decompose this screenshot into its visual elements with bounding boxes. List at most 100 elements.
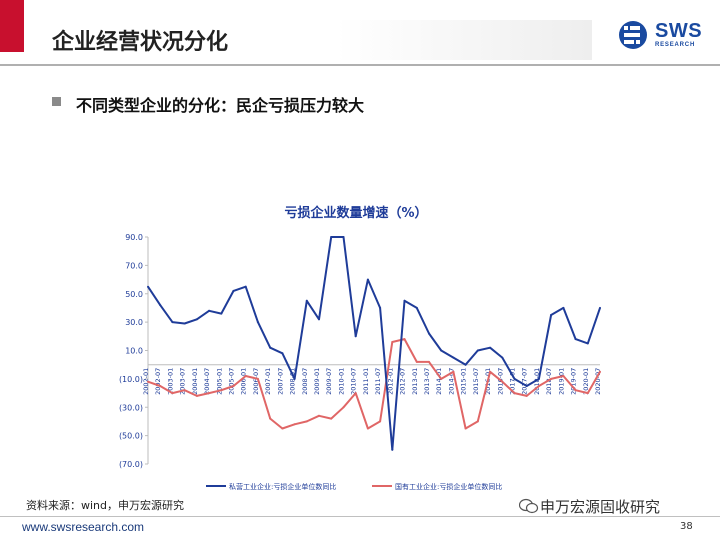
x-tick-label: 2020-01 <box>582 368 590 395</box>
y-axis: 90.0 70.0 50.0 30.0 10.0 (10.0) (30.0) (50.0) (7… <box>119 233 149 469</box>
data-point <box>232 289 235 292</box>
data-point <box>550 314 553 316</box>
data-point <box>452 356 455 359</box>
x-tick-label: 2004-07 <box>203 368 211 395</box>
data-point <box>147 380 149 383</box>
data-point <box>513 392 516 395</box>
data-point <box>562 375 565 377</box>
data-point <box>403 338 406 341</box>
x-tick-label: 2013-07 <box>423 368 431 395</box>
data-point <box>183 389 186 392</box>
data-point <box>391 341 394 343</box>
data-point <box>256 377 259 380</box>
data-point <box>269 417 272 420</box>
data-point <box>537 385 540 387</box>
x-tick-label: 2012-01 <box>386 368 394 395</box>
data-point <box>208 392 211 395</box>
data-point <box>379 306 382 309</box>
y-tick-label: 90.0 <box>125 233 143 242</box>
website-link[interactable]: www.swsresearch.com <box>22 520 145 534</box>
data-point <box>183 322 186 325</box>
data-point <box>574 338 577 341</box>
data-point <box>171 392 174 395</box>
x-tick-label: 2002-07 <box>154 368 162 395</box>
data-point <box>586 392 589 395</box>
data-point <box>415 360 418 363</box>
source-note: 资料来源：wind，申万宏源研究 <box>26 499 185 512</box>
x-tick-label: 2008-01 <box>289 368 297 395</box>
legend-label: 国有工业企业:亏损企业单位数同比 <box>395 482 502 491</box>
data-point <box>220 312 223 315</box>
data-point <box>501 356 504 359</box>
data-point <box>281 427 284 430</box>
data-point <box>464 363 467 366</box>
x-tick-label: 2019-01 <box>557 368 565 395</box>
data-point <box>244 285 247 288</box>
x-tick-label: 2004-01 <box>191 368 199 395</box>
data-point <box>354 335 357 338</box>
data-point <box>208 309 211 312</box>
data-point <box>147 285 149 288</box>
chart-title: 亏损企业数量增速（%） <box>284 205 427 221</box>
x-tick-label: 2010-07 <box>350 368 358 395</box>
data-point <box>537 377 540 380</box>
x-tick-label: 2017-01 <box>508 368 516 395</box>
y-tick-label: (70.0) <box>119 460 143 469</box>
page-number: 38 <box>680 521 693 532</box>
y-tick-label: (10.0) <box>119 375 143 384</box>
data-point <box>159 304 162 307</box>
data-point <box>305 420 308 423</box>
x-tick-label: 2013-01 <box>411 368 419 395</box>
series-layer <box>147 236 601 451</box>
x-axis: 2002-01 2002-07 2003-01 2003-07 2004-01 2004-… <box>142 364 602 395</box>
x-tick-label: 2018-01 <box>533 368 541 395</box>
data-point <box>318 414 320 417</box>
data-point <box>195 318 198 321</box>
x-tick-label: 2006-01 <box>240 368 248 395</box>
x-tick-label: 2012-07 <box>399 368 407 395</box>
data-point <box>403 299 406 302</box>
y-tick-label: 10.0 <box>125 347 143 356</box>
data-point <box>452 370 455 373</box>
y-tick-label: 50.0 <box>125 290 143 299</box>
footer-divider <box>0 516 720 517</box>
data-point <box>330 236 333 238</box>
x-tick-label: 2006-07 <box>252 368 260 395</box>
data-point <box>159 385 162 387</box>
x-tick-label: 2005-01 <box>215 368 223 395</box>
series-line <box>147 236 601 451</box>
data-point <box>415 306 418 309</box>
x-tick-label: 2003-01 <box>166 368 174 395</box>
x-tick-label: 2020-07 <box>594 368 602 395</box>
data-point <box>244 375 247 377</box>
legend: 私营工业企业:亏损企业单位数同比 国有工业企业:亏损企业单位数同比 <box>206 482 502 491</box>
series-line <box>147 338 601 430</box>
y-tick-label: 70.0 <box>125 261 143 270</box>
data-point <box>440 377 443 380</box>
header: 企业经营状况分化 SWS RESEARCH <box>0 0 720 66</box>
data-point <box>281 352 284 355</box>
data-point <box>342 406 345 409</box>
accent-bar <box>0 0 24 52</box>
data-point <box>489 370 492 373</box>
y-tick-label: 30.0 <box>125 318 143 327</box>
data-point <box>489 346 492 349</box>
wechat-icon <box>519 498 539 514</box>
data-point <box>428 360 430 363</box>
data-point <box>293 423 296 426</box>
header-divider <box>0 64 720 66</box>
x-tick-label: 2015-07 <box>472 368 480 395</box>
data-point <box>366 427 369 430</box>
data-point <box>599 306 601 309</box>
y-tick-label: (50.0) <box>119 432 143 441</box>
x-tick-label: 2009-01 <box>313 368 321 395</box>
x-tick-label: 2018-07 <box>545 368 553 395</box>
data-point <box>464 427 467 430</box>
data-point <box>440 349 443 352</box>
x-tick-label: 2014-01 <box>435 368 443 395</box>
x-tick-label: 2002-01 <box>142 368 150 395</box>
data-point <box>256 321 259 324</box>
data-point <box>391 448 394 451</box>
data-point <box>476 349 479 352</box>
data-point <box>269 346 272 349</box>
